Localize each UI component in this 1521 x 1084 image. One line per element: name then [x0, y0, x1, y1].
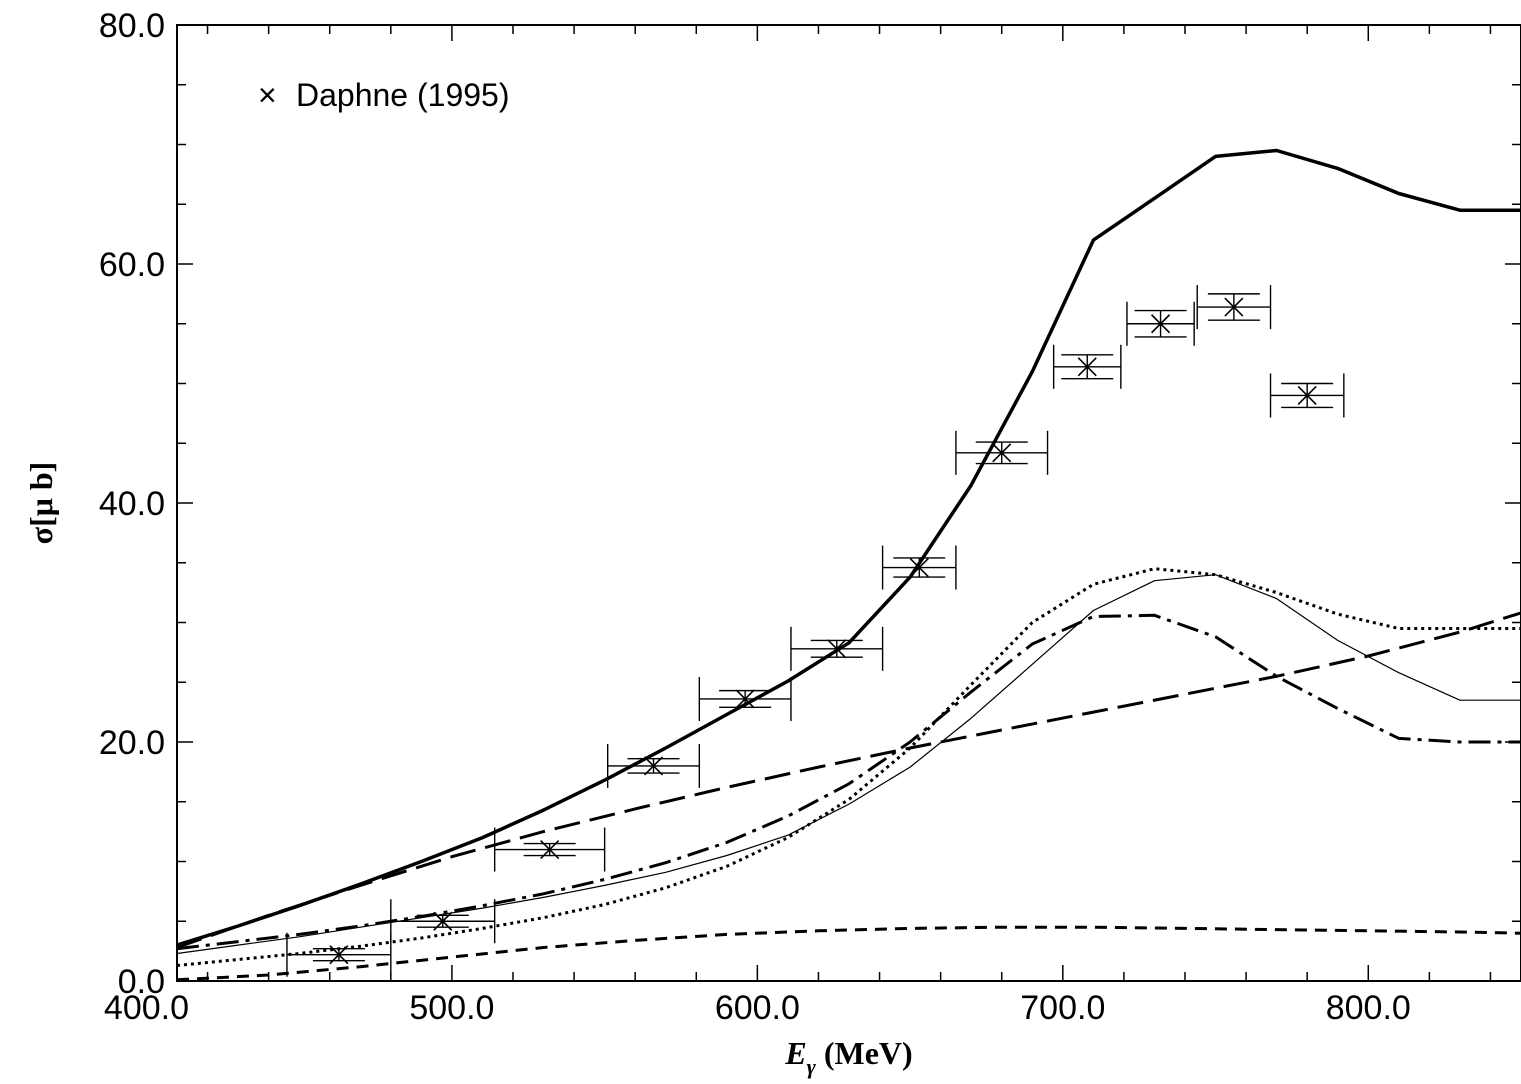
- x-tick-label: 800.0: [1326, 989, 1411, 1027]
- y-axis-label: σ[μ b]: [23, 462, 59, 545]
- data-point: [1196, 285, 1272, 330]
- series-layer: [176, 148, 1521, 982]
- data-point: [1126, 301, 1195, 346]
- x-tick-label: 600.0: [715, 989, 800, 1027]
- legend-marker: ×: [258, 77, 277, 113]
- series-line-solid-thin: [176, 574, 1521, 955]
- cross-marker: [1297, 385, 1317, 406]
- cross-marker: [433, 911, 453, 931]
- cross-marker: [992, 443, 1012, 463]
- x-tick-label: 400.0: [104, 989, 189, 1027]
- y-tick-label: 60.0: [99, 246, 165, 284]
- cross-marker: [329, 945, 349, 965]
- cross-marker: [909, 557, 929, 578]
- y-tick-label: 0.0: [118, 963, 165, 1001]
- series-line-long-dash: [176, 611, 1521, 949]
- data-point: [493, 827, 606, 872]
- data-point: [390, 899, 496, 944]
- series-line-dash-dot: [176, 613, 1521, 951]
- legend-label: Daphne (1995): [296, 77, 509, 113]
- series-line-solid-thick: [176, 148, 1521, 947]
- tick-labels: 400.0 500.0 600.0 700.0 800.0 0.0 20.0 40.0 60.0…: [99, 7, 1411, 1027]
- x-axis-label-sub: γ: [807, 1054, 817, 1079]
- cross-marker: [1224, 297, 1244, 317]
- x-tick-label: 700.0: [1020, 989, 1105, 1027]
- cross-marker: [540, 839, 560, 860]
- cross-marker: [1150, 314, 1171, 334]
- cross-marker: [735, 689, 755, 709]
- data-point: [698, 676, 792, 721]
- data-point: [790, 626, 884, 671]
- y-tick-label: 80.0: [99, 7, 165, 45]
- plot-frame: [176, 24, 1521, 982]
- legend: × Daphne (1995): [258, 77, 509, 113]
- x-axis-label: Eγ (MeV): [784, 1035, 912, 1079]
- x-axis-label-unit: (MeV): [816, 1035, 913, 1071]
- y-tick-label: 40.0: [99, 485, 165, 523]
- data-point: [1052, 344, 1122, 389]
- x-tick-label: 500.0: [409, 989, 494, 1027]
- data-point: [1269, 373, 1345, 418]
- y-tick-label: 20.0: [99, 724, 165, 762]
- cross-marker: [827, 639, 847, 659]
- cross-marker: [643, 756, 664, 776]
- data-point: [955, 430, 1049, 475]
- series-line-short-dash: [176, 925, 1521, 982]
- axis-ticks: [177, 24, 1521, 982]
- x-axis-label-main: E: [784, 1035, 806, 1071]
- series-line-dotted: [176, 567, 1521, 967]
- data-point: [606, 743, 701, 788]
- data-point: [286, 932, 392, 977]
- cross-marker: [1077, 357, 1097, 377]
- data-points-layer: [286, 285, 1345, 977]
- data-point: [881, 545, 957, 590]
